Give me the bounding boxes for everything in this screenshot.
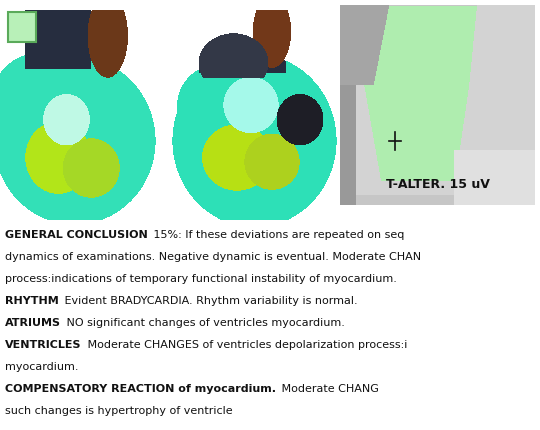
Text: Evident BRADYCARDIA. Rhythm variability is normal.: Evident BRADYCARDIA. Rhythm variability … xyxy=(60,296,357,306)
Text: COMPENSATORY REACTION of myocardium.: COMPENSATORY REACTION of myocardium. xyxy=(5,384,276,394)
Text: T-ALTER. 15 uV: T-ALTER. 15 uV xyxy=(386,178,489,191)
Text: such changes is hypertrophy of ventricle: such changes is hypertrophy of ventricle xyxy=(5,406,233,416)
Text: 15%: If these deviations are repeated on seq: 15%: If these deviations are repeated on… xyxy=(150,230,404,240)
Text: ATRIUMS: ATRIUMS xyxy=(5,318,61,328)
Text: VENTRICLES: VENTRICLES xyxy=(5,340,82,350)
Text: NO significant changes of ventricles myocardium.: NO significant changes of ventricles myo… xyxy=(63,318,345,328)
Text: myocardium.: myocardium. xyxy=(5,362,78,372)
FancyBboxPatch shape xyxy=(8,12,36,42)
Text: RHYTHM: RHYTHM xyxy=(5,296,59,306)
Text: GENERAL CONCLUSION: GENERAL CONCLUSION xyxy=(5,230,148,240)
Text: Moderate CHANGES of ventricles depolarization process:i: Moderate CHANGES of ventricles depolariz… xyxy=(84,340,407,350)
Text: process:indications of temporary functional instability of myocardium.: process:indications of temporary functio… xyxy=(5,274,397,284)
Text: dynamics of examinations. Negative dynamic is eventual. Moderate CHAN: dynamics of examinations. Negative dynam… xyxy=(5,252,421,262)
Text: Moderate CHANG: Moderate CHANG xyxy=(278,384,379,394)
